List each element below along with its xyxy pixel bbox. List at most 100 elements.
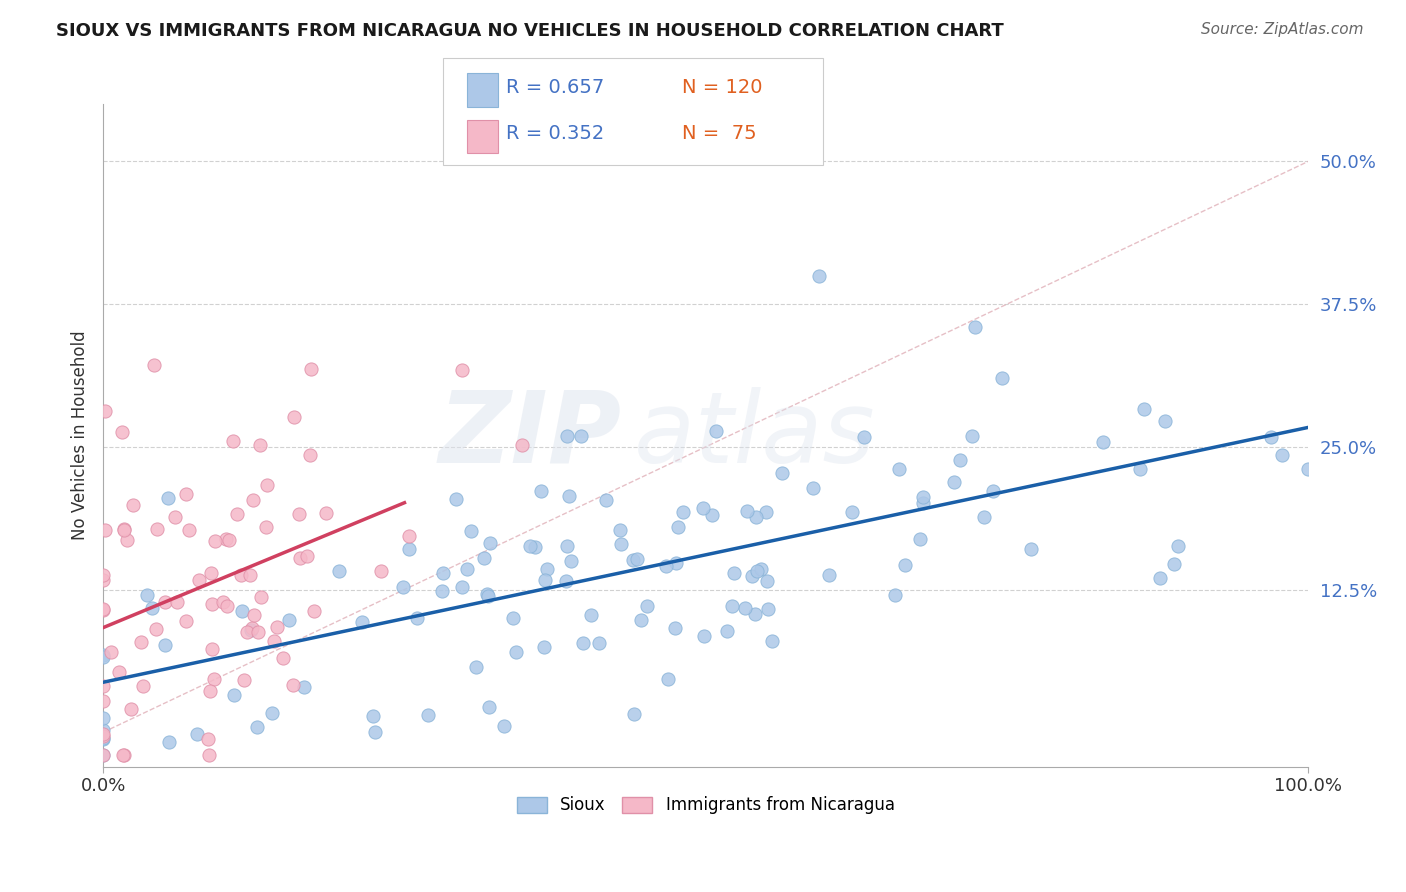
Point bbox=[218, 533, 240, 547]
Point bbox=[1260, 430, 1282, 444]
Point bbox=[432, 584, 454, 599]
Point bbox=[991, 371, 1014, 385]
Point bbox=[492, 719, 515, 733]
Point bbox=[91, 650, 114, 665]
Point bbox=[177, 523, 200, 537]
Point bbox=[558, 489, 581, 503]
Point bbox=[444, 492, 467, 507]
Point bbox=[91, 679, 114, 693]
Point bbox=[91, 731, 114, 745]
Point bbox=[478, 700, 501, 714]
Point bbox=[91, 723, 114, 738]
Text: N = 120: N = 120 bbox=[682, 78, 762, 96]
Point bbox=[406, 611, 429, 625]
Point bbox=[298, 448, 321, 462]
Point bbox=[91, 727, 114, 741]
Point bbox=[233, 673, 256, 687]
Point bbox=[91, 694, 114, 708]
Point bbox=[949, 452, 972, 467]
Point bbox=[1149, 570, 1171, 584]
Text: SIOUX VS IMMIGRANTS FROM NICARAGUA NO VEHICLES IN HOUSEHOLD CORRELATION CHART: SIOUX VS IMMIGRANTS FROM NICARAGUA NO VE… bbox=[56, 22, 1004, 40]
Point bbox=[623, 553, 645, 567]
Point bbox=[91, 729, 114, 743]
Legend: Sioux, Immigrants from Nicaragua: Sioux, Immigrants from Nicaragua bbox=[510, 789, 901, 822]
Point bbox=[91, 602, 114, 616]
Point bbox=[108, 665, 131, 679]
Point bbox=[277, 613, 299, 627]
Point bbox=[1092, 434, 1115, 449]
Point bbox=[626, 552, 648, 566]
Point bbox=[962, 429, 984, 443]
Point bbox=[226, 508, 249, 522]
Point bbox=[188, 574, 211, 588]
Point bbox=[893, 558, 915, 573]
Point bbox=[302, 604, 325, 618]
Point bbox=[533, 573, 555, 587]
Point bbox=[883, 588, 905, 602]
Point bbox=[201, 597, 224, 611]
Point bbox=[288, 507, 311, 521]
Point bbox=[146, 523, 169, 537]
Point bbox=[198, 748, 221, 763]
Point bbox=[734, 600, 756, 615]
Point bbox=[266, 620, 288, 634]
Point bbox=[197, 731, 219, 746]
Point bbox=[475, 587, 498, 601]
Point bbox=[908, 532, 931, 546]
Point bbox=[801, 481, 824, 495]
Point bbox=[165, 510, 187, 524]
Point bbox=[770, 466, 793, 480]
Point bbox=[91, 573, 114, 587]
Point bbox=[595, 492, 617, 507]
Point bbox=[222, 688, 245, 702]
Point bbox=[288, 550, 311, 565]
Point bbox=[555, 574, 578, 588]
Point bbox=[416, 708, 439, 723]
Point bbox=[242, 493, 264, 508]
Point bbox=[174, 487, 197, 501]
Point bbox=[807, 269, 830, 284]
Point bbox=[361, 709, 384, 723]
Point bbox=[1271, 448, 1294, 462]
Point bbox=[263, 633, 285, 648]
Point bbox=[721, 599, 744, 614]
Point bbox=[262, 706, 284, 720]
Point bbox=[756, 574, 779, 589]
Point bbox=[94, 523, 117, 537]
Point bbox=[247, 625, 270, 640]
Text: Source: ZipAtlas.com: Source: ZipAtlas.com bbox=[1201, 22, 1364, 37]
Point bbox=[756, 602, 779, 616]
Point bbox=[212, 595, 235, 609]
Point bbox=[693, 629, 716, 643]
Point bbox=[588, 636, 610, 650]
Point bbox=[700, 508, 723, 523]
Point bbox=[370, 564, 392, 578]
Point bbox=[186, 727, 208, 741]
Point bbox=[451, 363, 474, 377]
Point bbox=[530, 483, 553, 498]
Point bbox=[229, 568, 252, 582]
Point bbox=[283, 409, 305, 424]
Point bbox=[111, 425, 134, 439]
Point bbox=[460, 524, 482, 538]
Point bbox=[572, 635, 595, 649]
Point bbox=[297, 549, 319, 564]
Point bbox=[737, 503, 759, 517]
Point bbox=[450, 580, 472, 594]
Point bbox=[121, 498, 143, 512]
Point bbox=[204, 533, 226, 548]
Point bbox=[200, 566, 222, 581]
Point bbox=[911, 490, 934, 504]
Point bbox=[202, 673, 225, 687]
Point bbox=[505, 645, 527, 659]
Text: R = 0.657: R = 0.657 bbox=[506, 78, 605, 96]
Point bbox=[91, 601, 114, 615]
Point bbox=[747, 564, 769, 578]
Text: ZIP: ZIP bbox=[439, 387, 621, 483]
Point bbox=[120, 701, 142, 715]
Point bbox=[465, 660, 488, 674]
Point bbox=[510, 437, 533, 451]
Point bbox=[91, 732, 114, 747]
Point bbox=[755, 505, 778, 519]
Point bbox=[741, 568, 763, 582]
